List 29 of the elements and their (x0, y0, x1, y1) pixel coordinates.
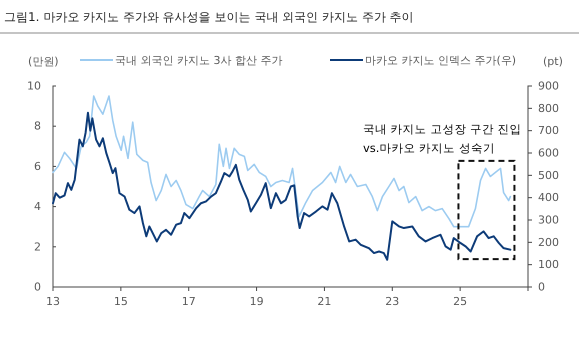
x-tick-label: 23 (385, 294, 400, 308)
x-tick-label: 19 (250, 294, 264, 308)
y2-tick-label: 800 (538, 102, 559, 115)
x-tick-label: 17 (182, 294, 196, 308)
y2-tick-label: 900 (538, 80, 559, 93)
annotation: 국내 카지노 고성장 구간 진입 vs.마카오 카지노 성숙기 (363, 122, 522, 155)
y2-axis-title: (pt) (543, 55, 563, 68)
y-tick-label: 10 (27, 80, 41, 93)
y2-tick-label: 100 (538, 258, 559, 272)
y2-tick-label: 0 (538, 280, 545, 294)
x-tick-label: 13 (46, 294, 60, 308)
legend-label: 국내 외국인 카지노 3사 합산 주가 (115, 54, 282, 67)
y2-tick-label: 400 (538, 191, 559, 204)
y-tick-label: 0 (34, 280, 41, 294)
y-tick-label: 8 (34, 120, 41, 133)
y2-tick-label: 500 (538, 168, 559, 182)
y2-tick-label: 700 (538, 124, 559, 138)
y2-tick-label: 300 (538, 214, 559, 227)
y-tick-label: 6 (34, 160, 41, 173)
y2-tick-label: 600 (538, 146, 559, 160)
legend-label: 마카오 카지노 인덱스 주가(우) (365, 54, 516, 67)
x-tick-label: 15 (114, 294, 128, 308)
y-tick-label: 4 (34, 200, 41, 214)
y-axis-title: (만원) (28, 55, 59, 68)
y-tick-label: 2 (34, 240, 41, 254)
x-tick-label: 25 (453, 294, 468, 308)
x-tick-label: 21 (317, 294, 332, 308)
chart-title: 그림1. 마카오 카지노 주가와 유사성을 보이는 국내 외국인 카지노 주가 추이 (4, 10, 414, 24)
y2-tick-label: 200 (538, 236, 559, 249)
